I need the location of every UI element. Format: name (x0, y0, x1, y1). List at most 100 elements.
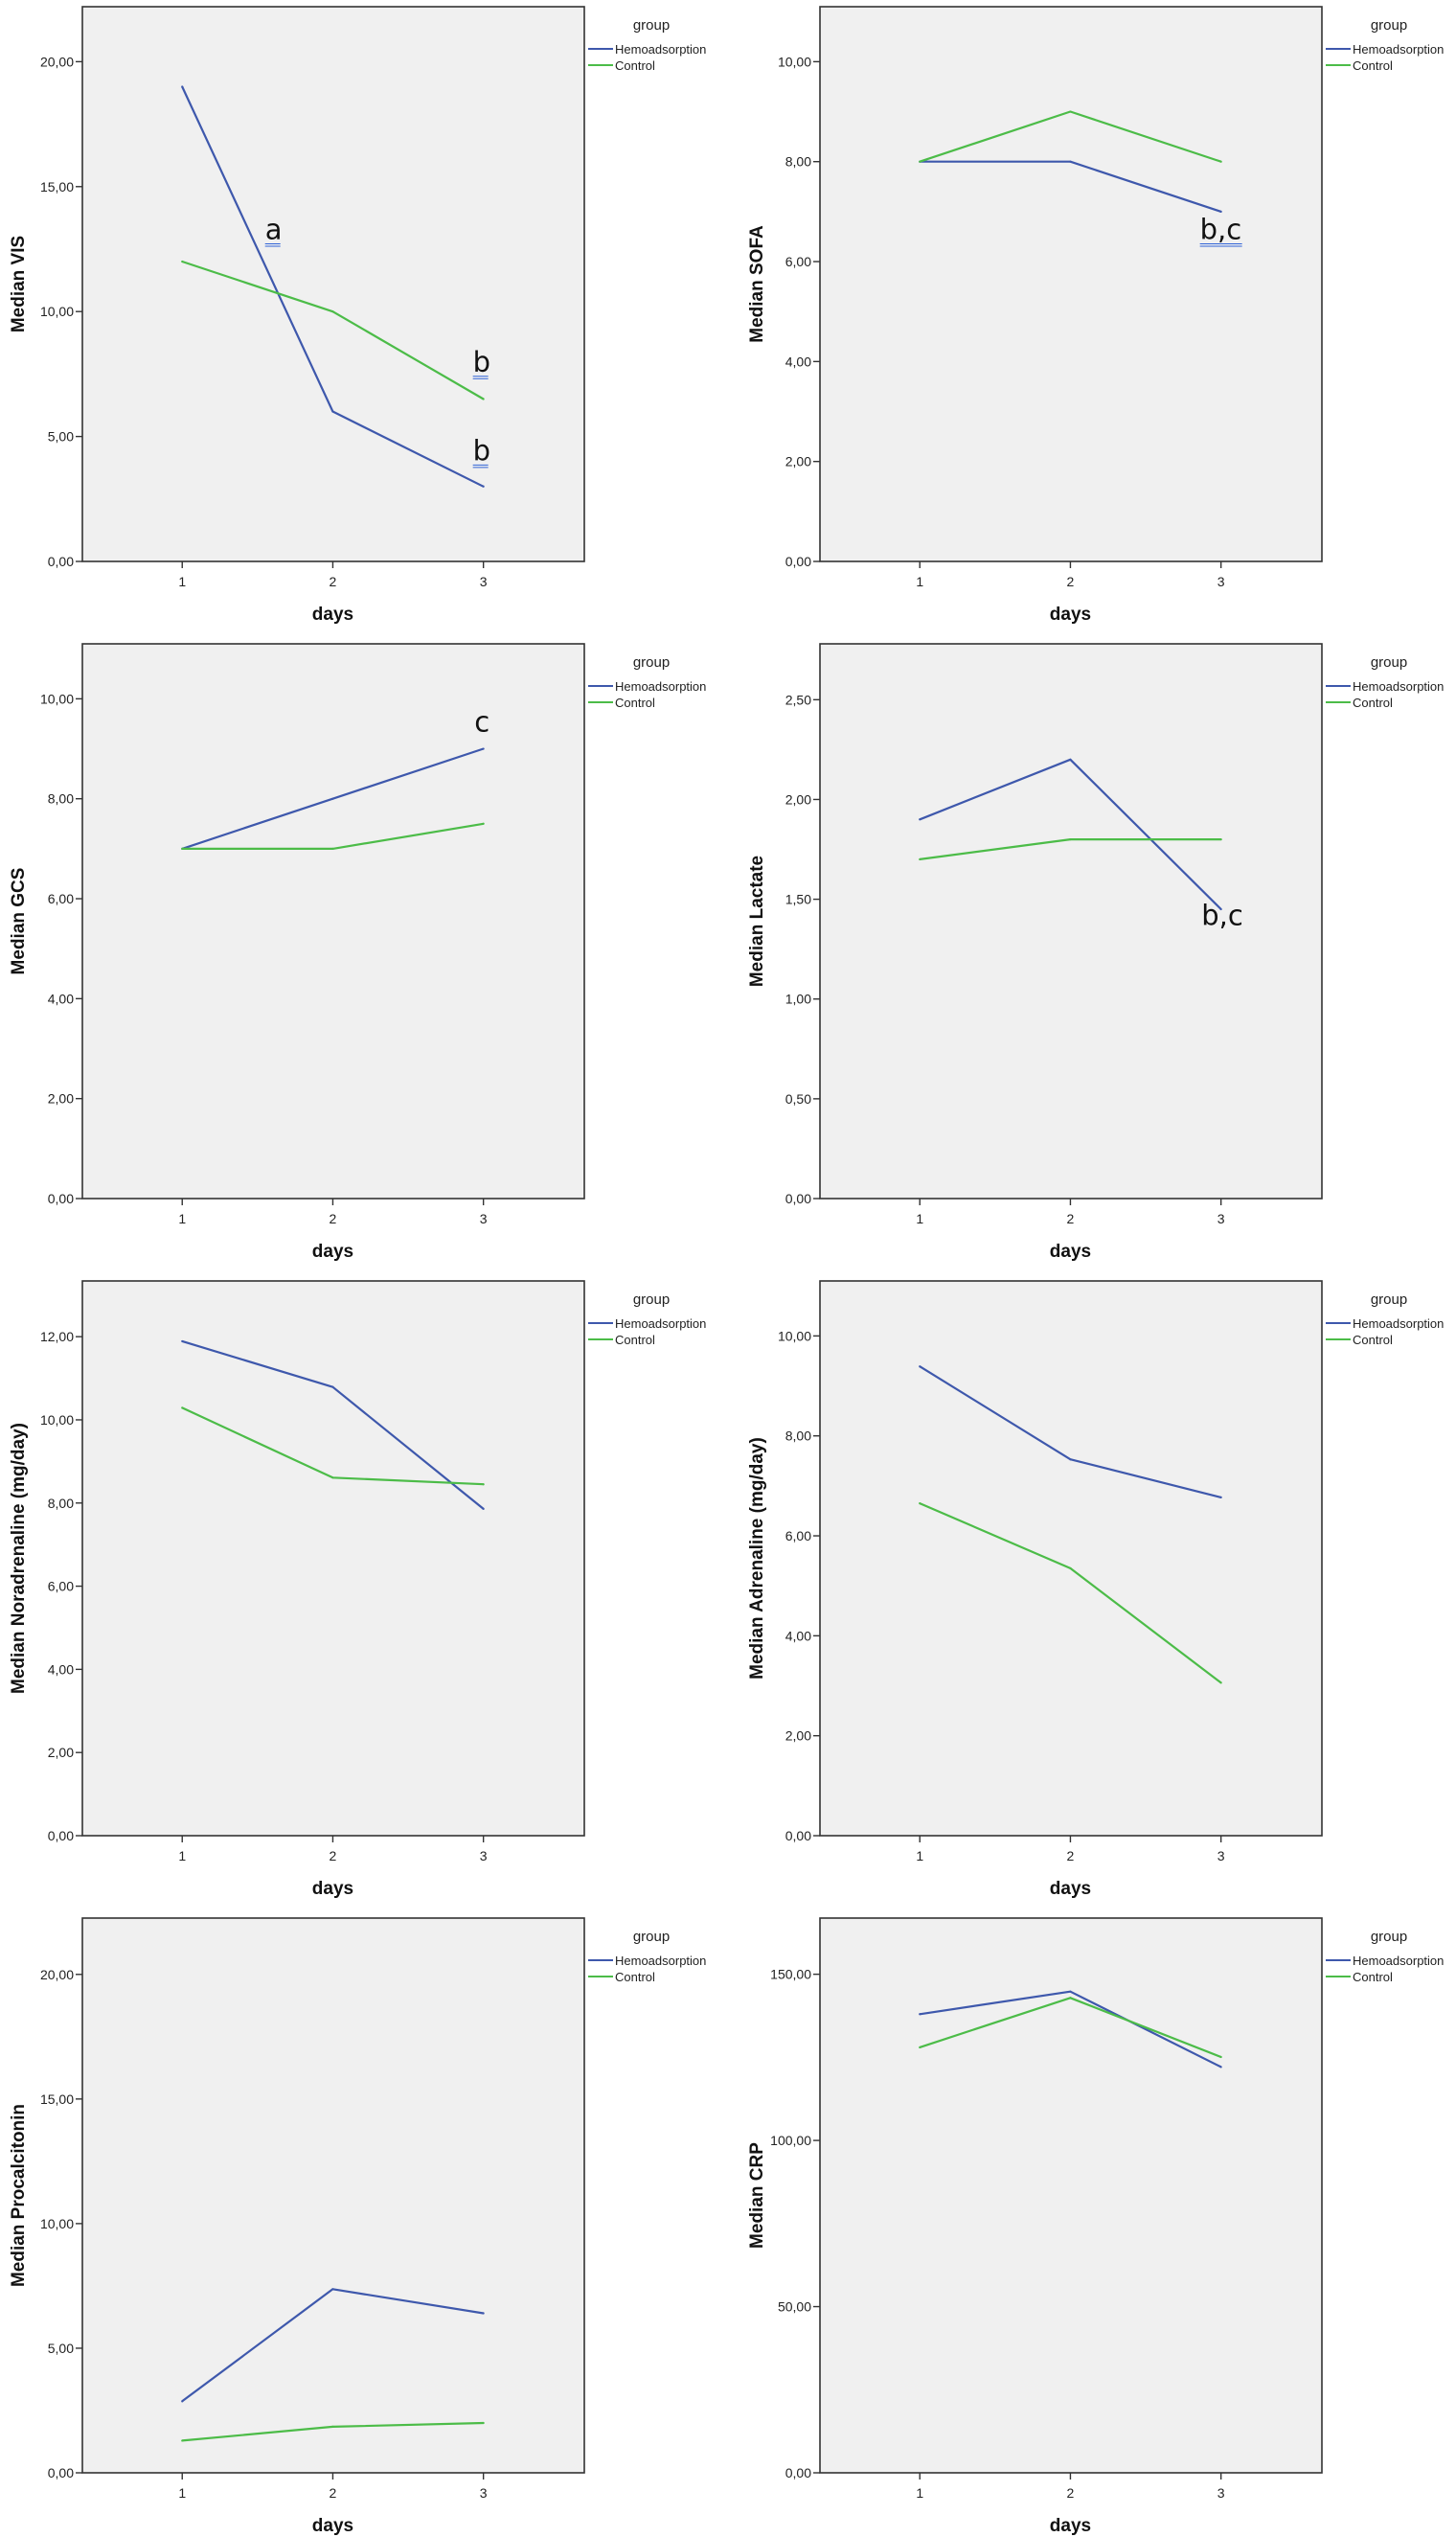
x-tick-label: 1 (916, 574, 923, 589)
y-tick-label: 2,00 (785, 1728, 811, 1744)
legend-label-hemoadsorption: Hemoadsorption (1353, 679, 1444, 694)
legend-label-hemoadsorption: Hemoadsorption (1353, 1954, 1444, 1968)
x-tick-label: 1 (178, 574, 186, 589)
data-point (181, 2439, 184, 2442)
y-tick-label: 50,00 (778, 2299, 811, 2315)
legend-label-control: Control (1353, 58, 1393, 73)
y-tick-label: 0,00 (48, 1828, 74, 1843)
x-tick-label: 1 (178, 2485, 186, 2501)
x-tick-label: 1 (178, 1848, 186, 1863)
chart-panel: 0,00 5,00 10,00 15,00 20,00 1 2 3 days Median VIS… (9, 6, 706, 625)
y-tick-label: 100,00 (770, 2133, 811, 2148)
y-tick-label: 15,00 (40, 179, 74, 194)
legend-label-hemoadsorption: Hemoadsorption (1353, 42, 1444, 57)
y-tick-label: 2,00 (785, 791, 811, 807)
data-point (181, 260, 184, 263)
y-tick-label: 4,00 (48, 991, 74, 1006)
data-point (482, 485, 485, 488)
plot-area (819, 1917, 1323, 2474)
legend-title: group (1371, 1929, 1407, 1945)
chart-panel: 0,00 0,50 1,00 1,50 2,00 2,50 1 2 3 days Median La… (747, 643, 1444, 1262)
y-tick-label: 8,00 (785, 154, 811, 170)
plot-area (81, 1280, 585, 1837)
chart-panel: 0,00 5,00 10,00 15,00 20,00 1 2 3 days Median Pro… (9, 1917, 706, 2536)
y-tick-label: 8,00 (48, 1496, 74, 1511)
legend: group Hemoadsorption Control (1326, 654, 1444, 710)
x-tick-label: 2 (1067, 1848, 1075, 1863)
data-point (331, 410, 334, 413)
x-tick-label: 2 (330, 1848, 337, 1863)
legend-label-control: Control (615, 696, 655, 710)
y-tick-label: 2,00 (48, 1091, 74, 1107)
data-point (919, 160, 921, 163)
legend-label-hemoadsorption: Hemoadsorption (615, 1316, 706, 1331)
y-tick-label: 10,00 (778, 1328, 811, 1343)
x-axis-title: days (312, 1242, 353, 1262)
legend-label-control: Control (615, 58, 655, 73)
x-tick-label: 1 (916, 1848, 923, 1863)
chart-panel: 0,00 50,00 100,00 150,00 1 2 3 days Median CRP gr… (747, 1917, 1444, 2536)
y-axis-title: Median GCS (9, 868, 29, 975)
data-point (482, 398, 485, 400)
chart-panel: 0,00 2,00 4,00 6,00 8,00 10,00 1 2 3 days Median S… (747, 6, 1444, 625)
y-tick-label: 15,00 (40, 2091, 74, 2107)
y-tick-label: 5,00 (48, 429, 74, 445)
x-tick-label: 2 (1067, 2485, 1075, 2501)
data-point (331, 847, 334, 850)
y-tick-label: 0,00 (785, 1191, 811, 1206)
data-point (181, 1339, 184, 1343)
data-point (181, 847, 184, 850)
y-tick-label: 12,00 (40, 1329, 74, 1344)
y-tick-label: 8,00 (785, 1428, 811, 1444)
data-point (482, 1507, 485, 1510)
data-point (919, 857, 921, 861)
data-point (331, 1385, 334, 1388)
y-axis-title: Median SOFA (747, 225, 767, 343)
data-point (482, 2312, 485, 2315)
x-axis-title: days (312, 605, 353, 625)
legend: group Hemoadsorption Control (588, 1929, 706, 1984)
data-point (1219, 160, 1222, 163)
legend-title: group (633, 1291, 670, 1308)
data-point (1219, 838, 1222, 841)
data-point (919, 2046, 921, 2049)
chart-panel: 0,00 2,00 4,00 6,00 8,00 10,00 1 2 3 days Median A… (747, 1280, 1444, 1899)
plot-area (819, 6, 1323, 562)
legend-label-control: Control (1353, 696, 1393, 710)
y-tick-label: 5,00 (48, 2341, 74, 2356)
data-point (482, 2421, 485, 2425)
y-tick-label: 0,00 (48, 554, 74, 569)
x-tick-label: 2 (1067, 574, 1075, 589)
legend-label-control: Control (615, 1333, 655, 1347)
significance-annotation: b,c (1200, 214, 1242, 246)
plot-area (819, 643, 1323, 1200)
y-axis-title: Median Procalcitonin (9, 2104, 29, 2287)
data-point (1069, 1997, 1072, 2000)
x-axis-title: days (312, 2516, 353, 2536)
y-tick-label: 6,00 (48, 1579, 74, 1594)
y-tick-label: 2,50 (785, 692, 811, 707)
x-tick-label: 3 (480, 1211, 488, 1226)
significance-annotation: a (265, 214, 283, 246)
legend-title: group (1371, 1291, 1407, 1308)
y-tick-label: 6,00 (48, 891, 74, 906)
plot-area (81, 643, 585, 1200)
x-tick-label: 2 (330, 2485, 337, 2501)
plot-area (81, 1917, 585, 2474)
y-tick-label: 6,00 (785, 254, 811, 269)
y-tick-label: 6,00 (785, 1528, 811, 1543)
plot-area (819, 1280, 1323, 1837)
x-tick-label: 2 (330, 1211, 337, 1226)
x-tick-label: 3 (1217, 2485, 1225, 2501)
legend-title: group (633, 654, 670, 671)
chart-panel: 0,00 2,00 4,00 6,00 8,00 10,00 12,00 1 2 3 days Med… (9, 1280, 706, 1899)
data-point (331, 2425, 334, 2428)
legend-label-control: Control (1353, 1970, 1393, 1984)
data-point (919, 818, 921, 821)
y-tick-label: 0,00 (48, 2465, 74, 2480)
data-point (1219, 210, 1222, 213)
legend-label-hemoadsorption: Hemoadsorption (615, 42, 706, 57)
x-axis-title: days (1050, 1242, 1091, 1262)
significance-annotation: b,c (1201, 900, 1243, 932)
legend-label-hemoadsorption: Hemoadsorption (1353, 1316, 1444, 1331)
